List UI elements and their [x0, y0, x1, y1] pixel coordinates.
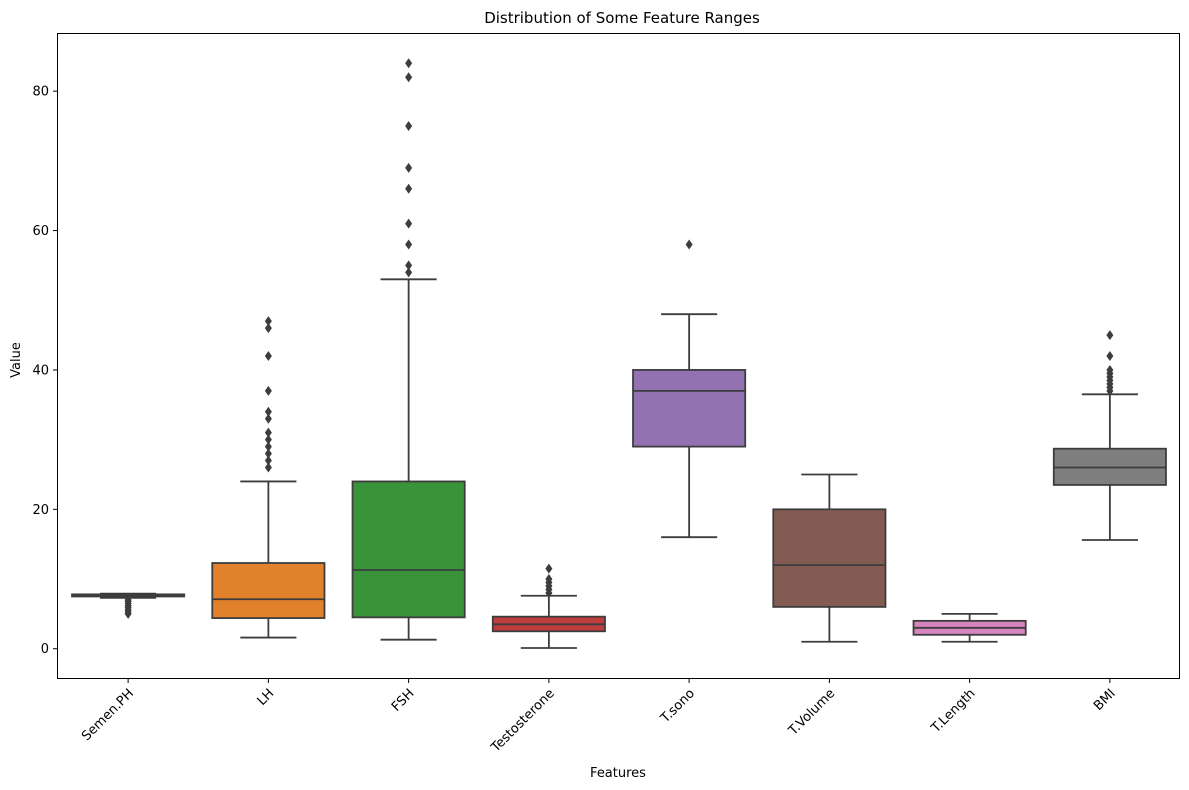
- x-tick-label: Testosterone: [488, 686, 558, 756]
- y-axis: 0 20 40 60 80: [32, 85, 58, 657]
- outlier-point: [124, 594, 132, 605]
- y-tick-label: 60: [32, 224, 49, 239]
- chart-title: Distribution of Some Feature Ranges: [484, 9, 760, 27]
- outlier-point: [264, 323, 272, 334]
- outlier-point: [685, 239, 693, 250]
- outlier-point: [405, 183, 413, 194]
- y-tick-label: 40: [32, 363, 49, 378]
- outlier-point: [545, 563, 553, 574]
- outlier-point: [264, 406, 272, 417]
- x-tick-label: FSH: [389, 686, 417, 714]
- box-group: [632, 239, 747, 539]
- outlier-point: [405, 121, 413, 131]
- y-tick-label: 80: [32, 85, 49, 100]
- outlier-point: [1106, 330, 1114, 341]
- x-tick-label: LH: [255, 686, 278, 709]
- outlier-point: [1106, 351, 1114, 361]
- box-group: [912, 612, 1027, 643]
- y-axis-label: Value: [9, 342, 24, 378]
- box: [351, 480, 466, 619]
- plot-area: [71, 58, 1167, 649]
- outlier-point: [264, 385, 272, 396]
- box: [632, 369, 747, 448]
- outlier-point: [264, 351, 272, 361]
- box-group: [351, 58, 466, 641]
- x-tick-label: Semen.PH: [79, 686, 137, 744]
- outlier-point: [405, 58, 413, 69]
- x-tick-label: BMI: [1091, 686, 1119, 714]
- outlier-point: [264, 441, 272, 452]
- x-tick-label: T.Volume: [785, 686, 838, 739]
- outlier-point: [264, 434, 272, 445]
- outlier-point: [405, 162, 413, 173]
- y-tick-label: 20: [32, 503, 49, 518]
- outlier-point: [264, 448, 272, 459]
- plot-frame: [57, 33, 1180, 679]
- outlier-point: [545, 574, 553, 585]
- box-group: [211, 316, 326, 639]
- outlier-point: [264, 462, 272, 473]
- y-tick-label: 0: [41, 642, 49, 657]
- outlier-point: [405, 72, 413, 83]
- outlier-point: [264, 455, 272, 466]
- outlier-point: [405, 267, 413, 278]
- outlier-point: [264, 316, 272, 327]
- outlier-point: [405, 260, 413, 271]
- outlier-point: [264, 427, 272, 438]
- outlier-point: [1106, 364, 1114, 375]
- outlier-point: [405, 218, 413, 229]
- outlier-point: [405, 239, 413, 250]
- x-tick-label: T.sono: [657, 686, 698, 727]
- box-group: [1052, 330, 1167, 541]
- x-tick-label: T.Length: [928, 686, 978, 736]
- x-axis: Semen.PH LH FSH Testosterone T.sono T.Volume T…: [79, 678, 1119, 756]
- box: [211, 562, 326, 619]
- box: [772, 508, 887, 608]
- box-group: [491, 563, 606, 649]
- box-group: [71, 592, 186, 619]
- outlier-point: [264, 413, 272, 424]
- box-group: [772, 473, 887, 643]
- x-axis-label: Features: [590, 766, 646, 781]
